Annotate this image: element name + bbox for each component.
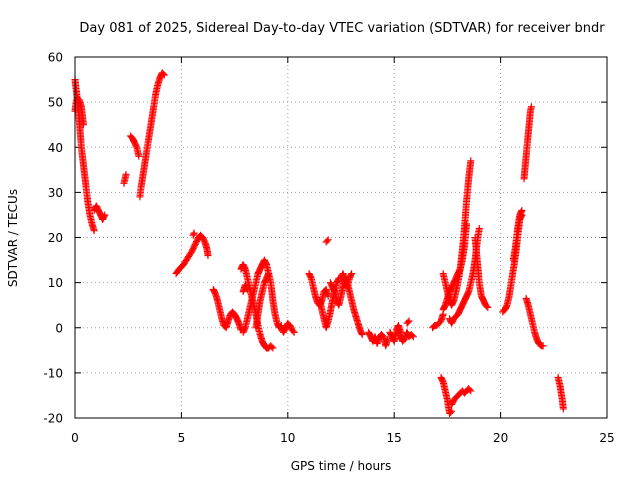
x-tick-label: 5 [178,431,186,445]
y-tick-label: -10 [43,366,63,380]
data-point [101,211,109,219]
data-point [447,408,455,416]
data-point [405,317,413,325]
data-point [190,229,198,237]
data-point [466,386,474,394]
data-point [404,318,412,326]
data-point [80,121,88,129]
data-point [358,331,366,339]
y-tick-label: 20 [48,231,63,245]
y-tick-label: 60 [48,51,63,65]
y-tick-label: 0 [55,321,63,335]
x-tick-label: 25 [599,431,614,445]
data-point [559,405,567,413]
data-point [483,302,491,310]
data-point [408,332,416,340]
chart-title: Day 081 of 2025, Sidereal Day-to-day VTE… [79,21,605,36]
data-point [484,303,492,311]
data-point [348,270,356,278]
y-tick-label: 40 [48,141,63,155]
data-point [135,152,143,160]
data-point [268,343,276,351]
data-point [269,344,277,352]
data-point [324,236,332,244]
data-point [243,285,251,293]
data-point [122,170,130,178]
data-point [265,270,273,278]
data-points [71,69,567,417]
data-point [518,206,526,214]
data-point [290,328,298,336]
y-tick-label: 10 [48,276,63,290]
grid [75,57,607,418]
x-tick-label: 20 [493,431,508,445]
y-axis-label: SDTVAR / TECUs [6,189,20,287]
data-point [527,103,535,111]
data-point [90,227,98,235]
plot-frame [74,56,608,419]
data-point [448,407,456,415]
data-point [409,333,417,341]
data-point [539,342,547,350]
data-point [289,327,297,335]
x-tick-label: 10 [280,431,295,445]
x-tick-label: 0 [71,431,79,445]
data-point [323,237,331,245]
data-point [397,328,405,336]
data-point [160,71,168,79]
data-point [467,157,475,165]
data-point [204,252,212,260]
data-point [467,387,475,395]
y-tick-label: -20 [43,412,63,426]
data-point [463,220,471,228]
data-point [159,70,167,78]
y-tick-label: 50 [48,96,63,110]
data-point [475,224,483,232]
y-tick-label: 30 [48,186,63,200]
x-axis-label: GPS time / hours [291,459,392,473]
x-tick-label: 15 [387,431,402,445]
